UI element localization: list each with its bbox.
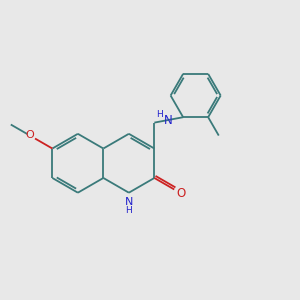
Text: H: H (125, 206, 132, 215)
Text: N: N (164, 113, 172, 127)
Text: H: H (157, 110, 163, 118)
Text: N: N (125, 196, 133, 206)
Text: O: O (25, 130, 34, 140)
Text: O: O (176, 187, 185, 200)
